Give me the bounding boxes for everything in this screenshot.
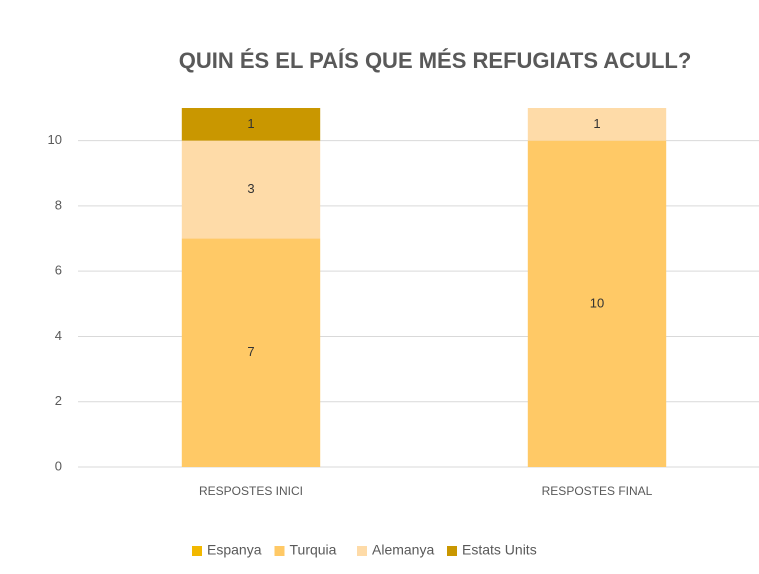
y-tick-label: 2 [55,393,62,408]
legend-swatch [357,546,367,556]
bar-segment [527,108,667,141]
y-tick-label: 4 [55,328,62,343]
data-label: 7 [247,344,254,359]
data-label: 1 [247,116,254,131]
legend-swatch [447,546,457,556]
y-tick-label: 0 [55,458,62,473]
legend-swatch [192,546,202,556]
legend-swatch [274,546,285,556]
data-label: 10 [590,295,604,310]
data-label: 1 [593,116,600,131]
bar-segment [181,238,321,467]
data-label: 3 [247,181,254,196]
legend-label: Estats Units [462,542,537,558]
y-tick-label: 10 [48,132,62,147]
legend-label: Alemanya [372,542,434,558]
x-tick-label: RESPOSTES FINAL [542,484,653,498]
bar-segment [527,140,667,468]
x-tick-label: RESPOSTES INICI [199,484,303,498]
chart-title: QUIN ÉS EL PAÍS QUE MÉS REFUGIATS ACULL? [179,48,692,73]
bar-segment [181,108,321,141]
y-tick-label: 8 [55,197,62,212]
legend-label: Turquia [290,542,337,558]
legend-label: Espanya [207,542,262,558]
bar-segment [181,140,321,239]
y-tick-label: 6 [55,263,62,278]
